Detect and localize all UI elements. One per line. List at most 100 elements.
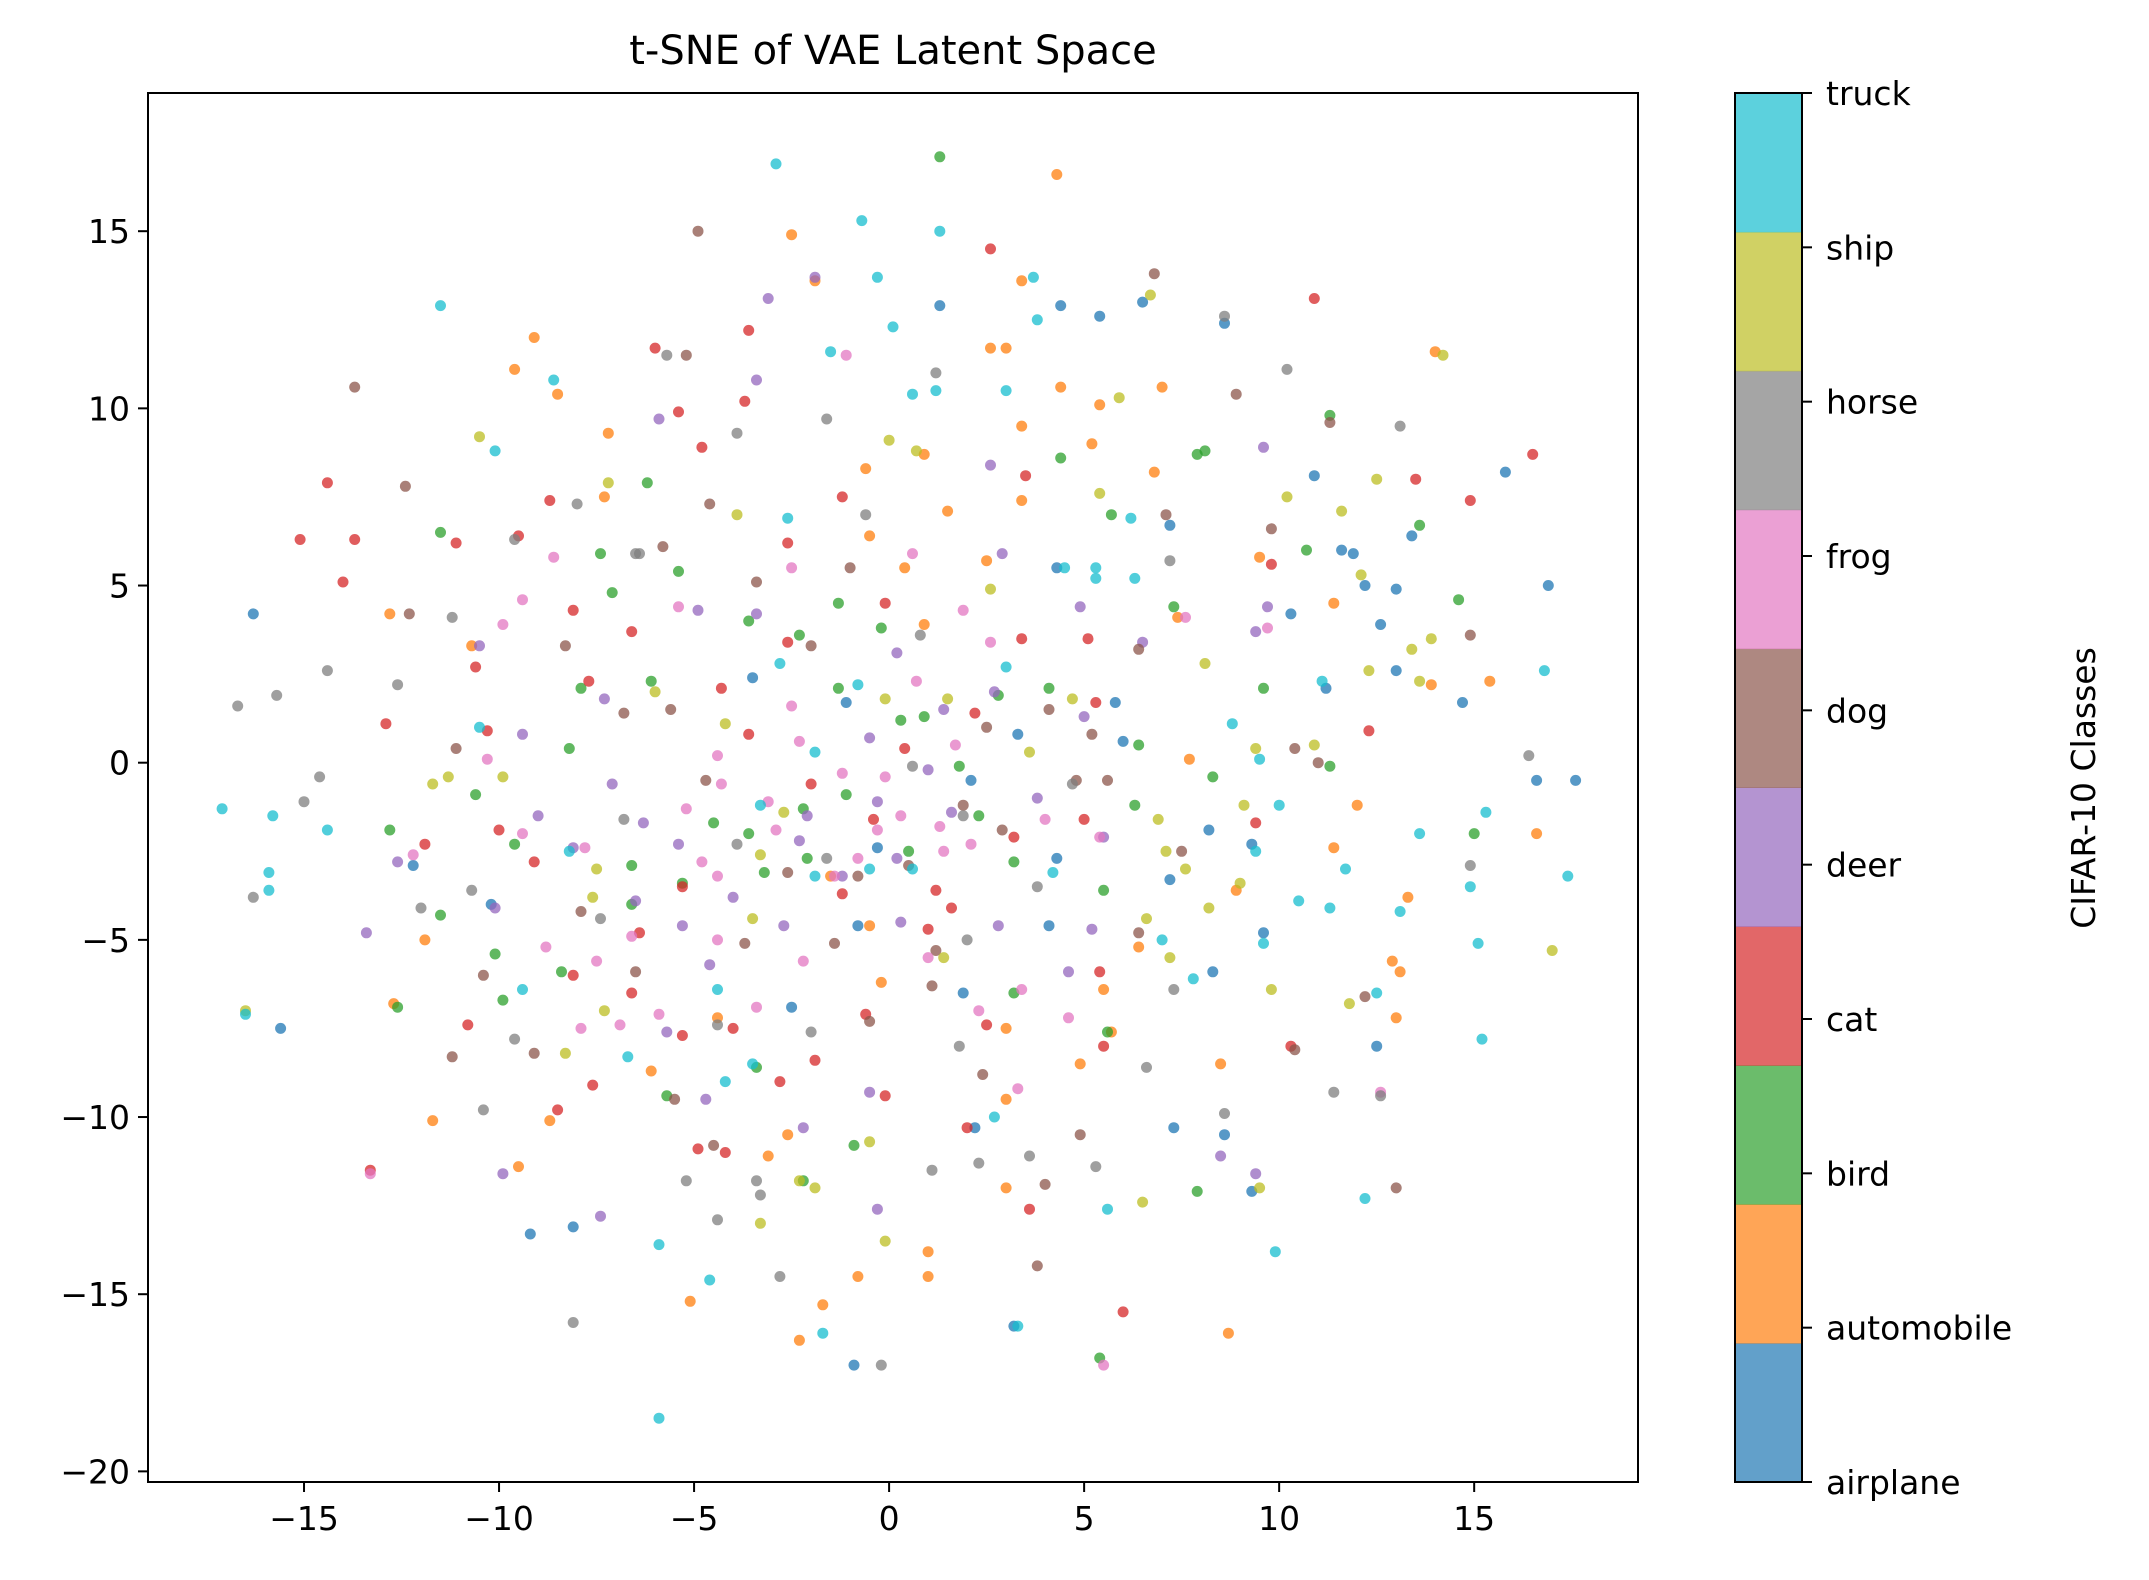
- point-automobile-24: [918, 619, 930, 630]
- point-horse-20: [1090, 1161, 1102, 1173]
- point-cat-8: [583, 675, 595, 687]
- point-frog-11: [696, 856, 708, 868]
- point-bird-7: [509, 838, 521, 850]
- point-bird-39: [1105, 509, 1117, 521]
- point-automobile-66: [922, 1271, 934, 1282]
- point-ship-51: [754, 849, 766, 861]
- point-horse-28: [1281, 363, 1293, 375]
- series-ship: [240, 289, 1558, 1247]
- point-truck-32: [988, 1111, 1000, 1123]
- point-bird-61: [801, 852, 813, 864]
- point-dog-2: [403, 608, 415, 620]
- point-bird-26: [848, 1139, 860, 1151]
- point-automobile-9: [985, 342, 996, 354]
- point-automobile-35: [1390, 1012, 1402, 1024]
- point-deer-21: [996, 548, 1008, 560]
- point-bird-5: [563, 743, 575, 754]
- point-truck-18: [770, 158, 782, 170]
- colorbar-label: CIFAR-10 Classes: [2064, 647, 2103, 929]
- point-bird-13: [708, 817, 720, 829]
- point-deer-29: [1262, 601, 1273, 613]
- point-airplane-35: [852, 920, 864, 932]
- point-truck-11: [563, 845, 575, 857]
- point-automobile-47: [1215, 1058, 1227, 1070]
- colorbar-tick-label-truck: truck: [1826, 74, 1912, 113]
- point-bird-54: [1129, 799, 1141, 811]
- point-bird-17: [832, 682, 844, 694]
- point-airplane-27: [1207, 966, 1219, 978]
- point-cat-10: [649, 342, 661, 354]
- point-horse-12: [712, 1214, 723, 1226]
- point-ship-39: [1437, 349, 1449, 361]
- point-horse-36: [821, 413, 833, 425]
- point-ship-19: [985, 583, 996, 595]
- point-ship-8: [602, 477, 614, 489]
- point-bird-55: [875, 622, 887, 634]
- point-deer-17: [891, 647, 903, 659]
- point-horse-6: [392, 679, 404, 691]
- point-frog-15: [829, 870, 840, 882]
- point-cat-51: [587, 1079, 599, 1091]
- point-cat-62: [805, 778, 817, 790]
- point-bird-24: [1191, 1185, 1203, 1197]
- point-airplane-44: [1457, 697, 1468, 708]
- point-airplane-5: [934, 300, 946, 312]
- point-airplane-1: [275, 1022, 287, 1034]
- point-deer-36: [871, 1203, 883, 1215]
- point-dog-54: [1086, 728, 1098, 740]
- point-truck-22: [817, 1327, 829, 1339]
- point-bird-8: [384, 824, 396, 836]
- point-horse-27: [1394, 420, 1406, 432]
- y-tick-label-1: −15: [60, 1275, 130, 1314]
- point-automobile-25: [1172, 611, 1184, 623]
- point-automobile-52: [782, 1129, 794, 1141]
- point-frog-3: [497, 619, 509, 630]
- point-bird-31: [435, 526, 446, 538]
- point-cat-52: [552, 1104, 564, 1116]
- point-dog-35: [977, 1069, 989, 1080]
- point-dog-50: [1133, 927, 1145, 939]
- point-cat-3: [349, 534, 361, 545]
- point-ship-41: [1343, 998, 1355, 1010]
- point-frog-5: [548, 551, 560, 563]
- y-tick-label-0: −20: [60, 1452, 130, 1491]
- point-cat-39: [922, 923, 934, 935]
- point-airplane-22: [1203, 824, 1215, 836]
- point-frog-34: [653, 1008, 665, 1020]
- point-bird-45: [1414, 519, 1426, 531]
- point-cat-13: [739, 395, 751, 407]
- point-frog-2: [481, 753, 493, 765]
- point-deer-6: [606, 778, 618, 790]
- point-truck-47: [1340, 863, 1351, 875]
- point-horse-14: [774, 1271, 786, 1282]
- point-bird-33: [595, 548, 606, 560]
- point-frog-6: [579, 842, 591, 854]
- point-truck-64: [864, 863, 876, 875]
- point-frog-50: [614, 1019, 626, 1031]
- point-cat-48: [676, 1030, 688, 1041]
- point-horse-40: [634, 548, 645, 560]
- colorbar-segment-deer: [1735, 787, 1802, 927]
- point-dog-10: [680, 349, 692, 361]
- point-deer-34: [895, 916, 907, 928]
- point-automobile-63: [513, 1161, 524, 1173]
- point-bird-58: [793, 629, 805, 641]
- point-automobile-7: [1016, 275, 1028, 287]
- point-deer-26: [1215, 1150, 1227, 1162]
- point-frog-26: [1012, 1083, 1024, 1095]
- point-automobile-22: [864, 530, 876, 542]
- point-frog-35: [575, 1022, 587, 1034]
- point-dog-29: [1359, 991, 1371, 1003]
- point-bird-48: [1324, 760, 1336, 772]
- point-automobile-55: [645, 1065, 657, 1077]
- point-ship-36: [1406, 643, 1418, 655]
- colorbar-tick-label-airplane: airplane: [1826, 1463, 1961, 1502]
- point-horse-5: [314, 771, 326, 783]
- point-dog-23: [1230, 388, 1242, 400]
- x-axis-ticks: −15 −10 −5 0 5 10 15: [269, 1482, 1495, 1538]
- colorbar-frame: [1734, 92, 1803, 1483]
- point-cat-50: [626, 987, 638, 999]
- point-frog-8: [626, 930, 638, 942]
- point-dog-27: [1324, 417, 1336, 428]
- point-dog-38: [864, 1015, 876, 1027]
